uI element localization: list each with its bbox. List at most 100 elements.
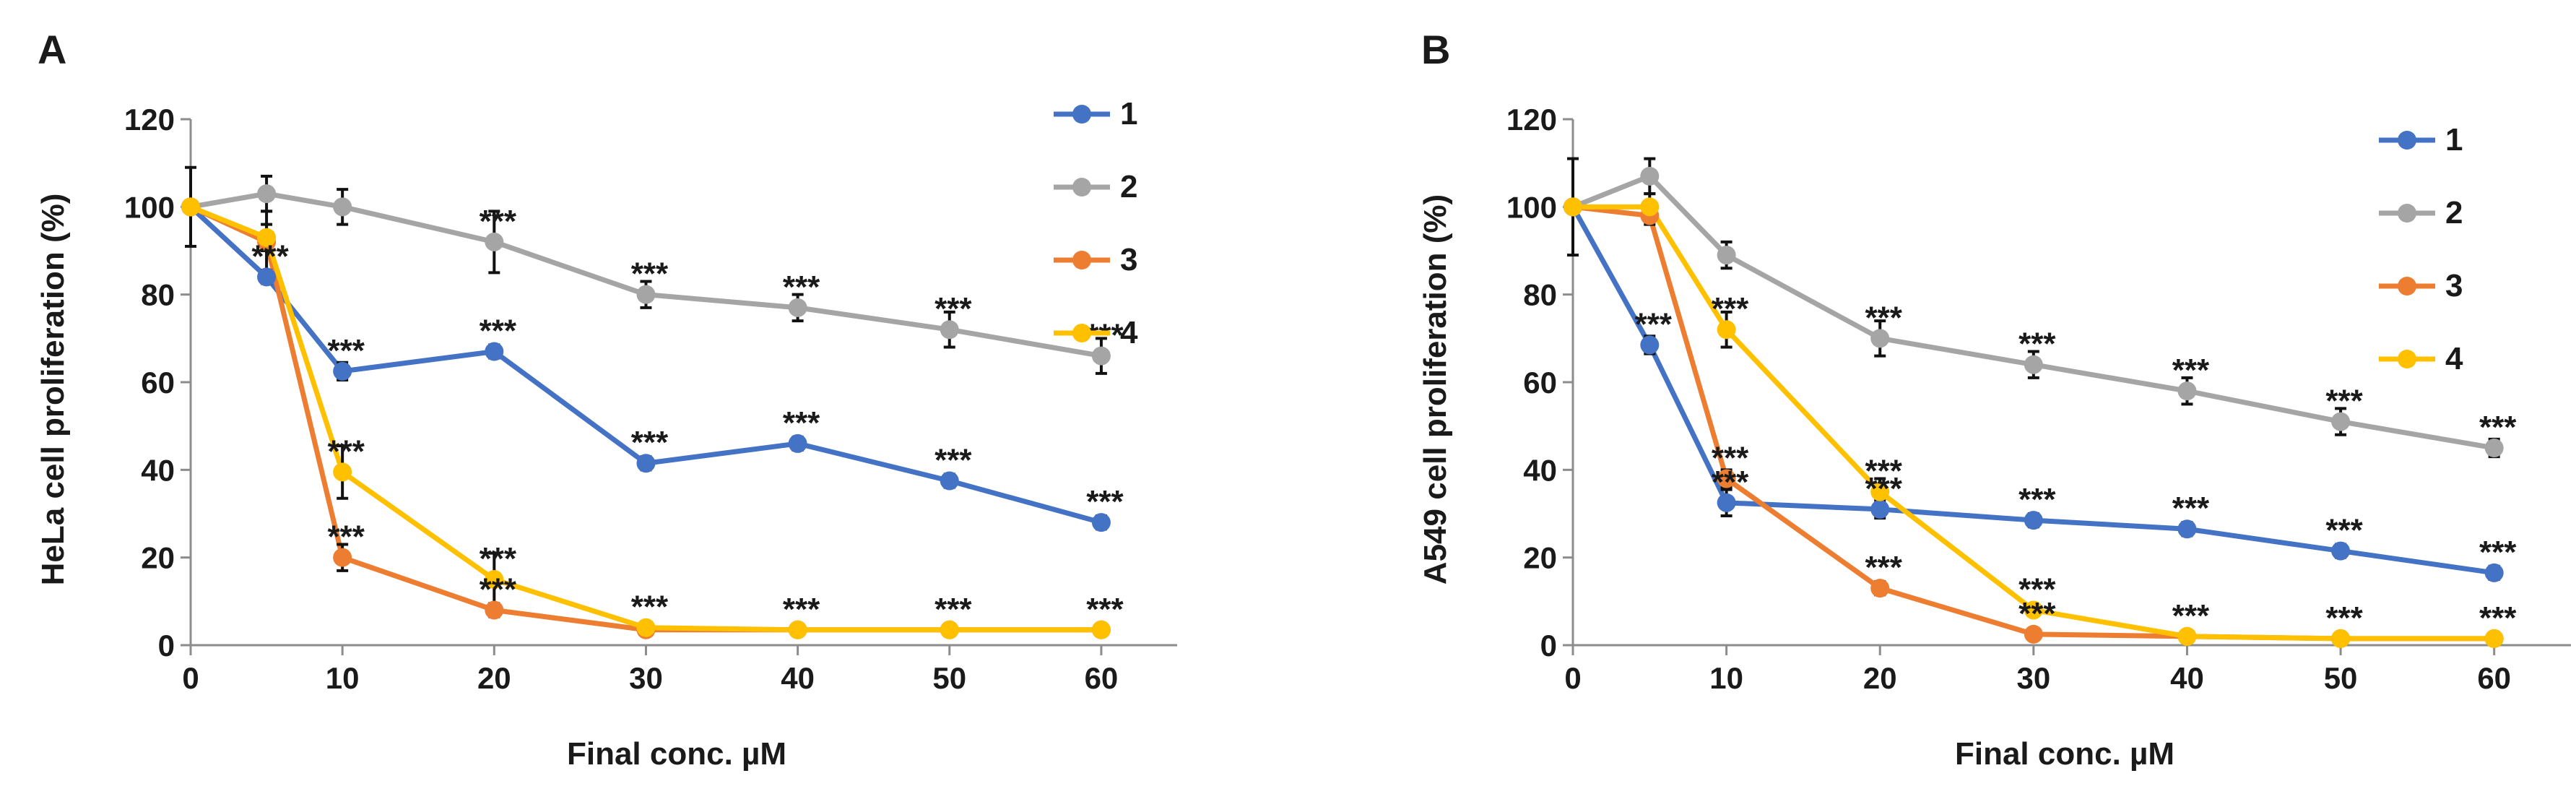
legend-marker [2398,350,2416,368]
significance-label: *** [2479,600,2517,636]
legend-item-2: 2 [2379,195,2463,230]
data-point-series-4 [636,618,656,637]
data-point-series-3 [2024,624,2043,644]
significance-label: *** [1635,306,1673,342]
y-axis-title: HeLa cell proliferation (%) [35,194,71,586]
data-point-series-1 [485,342,504,361]
significance-label: *** [327,333,365,368]
significance-label: *** [1865,454,1903,489]
data-point-series-4 [940,620,959,639]
x-tick-label: 60 [1085,661,1119,695]
significance-label: *** [2018,596,2056,631]
x-tick-label: 30 [2016,661,2050,695]
significance-label: *** [631,256,669,292]
x-tick-label: 60 [2477,661,2511,695]
data-point-series-4 [1091,620,1111,639]
significance-label: *** [2325,513,2363,548]
data-point-series-2 [257,184,277,204]
data-point-series-3 [333,548,352,567]
significance-label: *** [2325,384,2363,419]
x-axis-title: Final conc. µM [1955,736,2174,772]
significance-label: *** [2172,491,2210,526]
legend-item-4: 4 [2379,341,2463,376]
significance-label: *** [480,314,517,349]
series-line-2 [190,191,1102,359]
series-line-1 [1570,205,2495,576]
significance-label: *** [1865,550,1903,585]
data-point-series-1 [1640,335,1660,355]
y-tick-label: 40 [141,453,175,487]
significance-label: *** [631,590,669,625]
legend-marker [1072,251,1091,269]
data-point-series-2 [788,298,807,317]
significance-label: *** [2172,598,2210,634]
data-point-series-3 [485,600,504,620]
x-tick-label: 50 [2324,661,2358,695]
data-point-series-1 [636,454,656,473]
data-point-series-4 [485,570,504,589]
data-point-series-2 [2177,381,2197,401]
y-tick-label: 100 [124,190,175,224]
legend-item-3: 3 [1054,242,1137,277]
legend-marker [2398,131,2416,150]
significance-label: *** [327,433,365,469]
data-point-series-4 [1564,197,1582,217]
x-tick-label: 30 [629,661,663,695]
significance-label: *** [934,291,972,327]
data-point-series-4 [2024,600,2043,620]
data-point-series-4 [333,462,352,482]
significance-label: *** [1865,300,1903,335]
data-point-series-2 [1717,246,1736,265]
data-point-series-1 [2177,519,2197,539]
panel-letter: B [1421,27,1450,72]
significance-label: *** [2018,327,2056,362]
significance-label: *** [480,571,517,607]
significance-label: *** [934,592,972,627]
data-point-series-2 [1640,166,1660,186]
significance-label: *** [2479,535,2517,570]
significance-label: *** [783,269,820,305]
significance-label: *** [1712,291,1749,327]
y-tick-label: 80 [1523,278,1557,312]
legend-marker [1072,178,1091,197]
y-tick-label: 80 [141,278,175,312]
data-point-series-4 [2484,629,2504,648]
x-tick-label: 10 [326,661,360,695]
data-point-series-2 [2331,412,2351,431]
significance-label: *** [1865,471,1903,506]
legend-label: 4 [2445,341,2463,376]
data-point-series-2 [2024,355,2043,374]
significance-label: *** [2479,410,2517,445]
legend-label: 2 [1120,169,1137,204]
data-point-series-4 [1640,197,1660,217]
x-tick-label: 50 [932,661,966,695]
data-point-series-2 [2484,439,2504,457]
series-line-2 [1571,173,2495,451]
data-point-series-2 [485,232,504,251]
legend-marker [2398,204,2416,223]
significance-label: *** [783,405,820,441]
data-point-series-2 [940,320,959,340]
legend-marker [2398,277,2416,295]
data-point-series-2 [1870,329,1890,348]
data-point-series-1 [1870,499,1890,519]
data-point-series-3 [1870,579,1890,598]
data-point-series-2 [1091,346,1111,366]
significance-label: *** [327,519,365,555]
significance-label: *** [783,592,820,627]
significance-label: *** [251,238,289,274]
legend-label: 1 [1120,96,1137,131]
x-tick-label: 0 [182,661,199,695]
x-tick-label: 40 [781,661,815,695]
significance-label: *** [2018,482,2056,517]
y-tick-label: 120 [1506,103,1557,137]
x-tick-label: 10 [1709,661,1743,695]
panel-letter: A [38,27,66,72]
legend-label: 3 [2445,268,2463,303]
y-tick-label: 0 [158,629,175,663]
legend-label: 2 [2445,195,2463,230]
data-point-series-1 [940,471,959,491]
significance-label: *** [2325,600,2363,636]
